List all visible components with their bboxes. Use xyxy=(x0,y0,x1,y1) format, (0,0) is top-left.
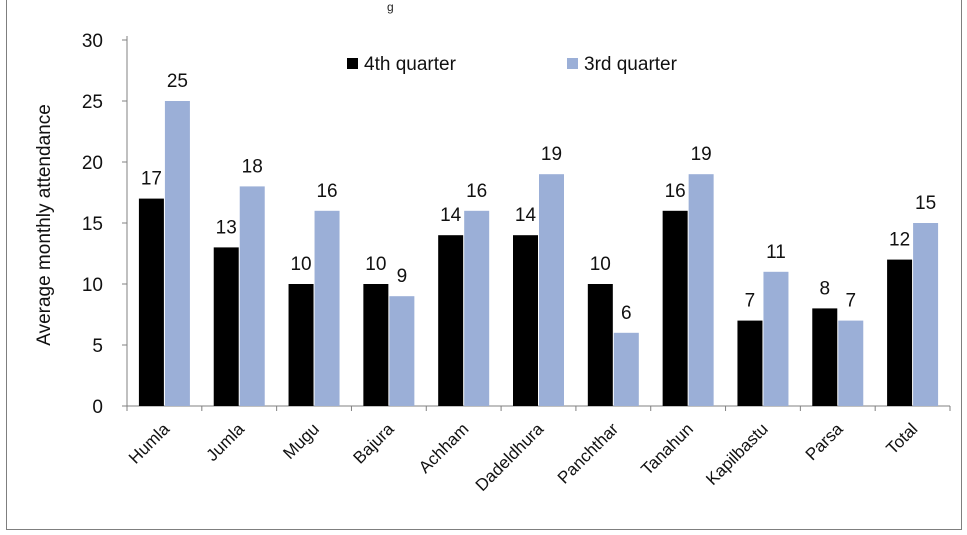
y-axis-ticks: 0 5 10 15 20 25 30 xyxy=(82,31,127,418)
data-label: 16 xyxy=(316,181,337,202)
data-label: 14 xyxy=(515,205,537,226)
y-axis-label: Average monthly attendance xyxy=(34,104,55,346)
bar-q3 xyxy=(389,296,415,406)
clipped-title-fragment: g xyxy=(387,0,394,14)
bar-q4 xyxy=(662,210,688,406)
x-axis-tick-labels: Humla Jumla Mugu Bajura Achham Dadeldhura Panc… xyxy=(125,419,921,495)
bar-q3 xyxy=(239,186,265,406)
y-tick-label: 30 xyxy=(82,31,103,52)
x-tick-label: Tanahun xyxy=(637,419,697,479)
data-label: 13 xyxy=(216,217,237,238)
data-label: 8 xyxy=(819,278,830,299)
data-label: 10 xyxy=(590,254,611,275)
bar-q4 xyxy=(213,247,239,406)
data-label: 14 xyxy=(440,205,462,226)
y-tick-label: 5 xyxy=(92,336,103,357)
data-label: 11 xyxy=(766,242,786,263)
bar-q3 xyxy=(763,271,789,406)
x-tick-label: Humla xyxy=(125,419,174,468)
data-label: 17 xyxy=(141,169,162,190)
bar-q4 xyxy=(363,284,389,406)
bars xyxy=(138,101,939,406)
bar-q3 xyxy=(838,320,864,406)
x-tick-label: Achham xyxy=(415,419,473,477)
data-label: 9 xyxy=(397,266,408,287)
x-tick-label: Bajura xyxy=(350,419,399,468)
legend-label: 3rd quarter xyxy=(584,54,678,75)
bar-q4 xyxy=(513,235,538,406)
bar-q3 xyxy=(913,223,939,406)
data-label: 19 xyxy=(541,144,562,165)
bar-q3 xyxy=(613,332,639,406)
data-label: 16 xyxy=(665,181,686,202)
bar-q3 xyxy=(688,174,714,406)
data-label: 6 xyxy=(621,303,632,324)
bar-q3 xyxy=(314,210,340,406)
legend: 4th quarter 3rd quarter xyxy=(347,54,678,75)
data-label: 16 xyxy=(466,181,487,202)
data-label: 15 xyxy=(915,193,936,214)
data-label: 7 xyxy=(745,291,756,312)
x-tick-label: Jumla xyxy=(203,419,249,465)
legend-swatch xyxy=(567,58,578,69)
bar-q4 xyxy=(438,235,464,406)
bar-q4 xyxy=(138,198,164,406)
bar-q4 xyxy=(812,308,838,406)
data-label: 10 xyxy=(290,254,311,275)
data-label: 10 xyxy=(365,254,386,275)
data-label: 7 xyxy=(845,291,856,312)
bar-q3 xyxy=(539,174,564,406)
y-tick-label: 25 xyxy=(82,92,103,113)
bar-q4 xyxy=(288,284,314,406)
x-tick-label: Total xyxy=(883,419,922,458)
x-tick-label: Mugu xyxy=(279,419,323,463)
data-label: 12 xyxy=(889,230,910,251)
y-tick-label: 15 xyxy=(82,214,103,235)
bar-q4 xyxy=(887,259,913,406)
legend-swatch xyxy=(347,58,358,69)
x-tick-label: Dadeldhura xyxy=(472,419,548,495)
x-tick-label: Panchthar xyxy=(554,419,622,487)
bar-q4 xyxy=(737,320,763,406)
x-tick-label: Parsa xyxy=(802,419,847,464)
y-tick-label: 10 xyxy=(82,275,103,296)
data-label: 19 xyxy=(691,144,712,165)
x-tick-label: Kapilbastu xyxy=(702,419,772,489)
data-label: 25 xyxy=(167,71,188,92)
y-tick-label: 20 xyxy=(82,153,103,174)
data-label: 18 xyxy=(242,156,263,177)
y-tick-label: 0 xyxy=(92,397,103,418)
bar-q3 xyxy=(464,210,490,406)
bar-q4 xyxy=(587,284,613,406)
legend-label: 4th quarter xyxy=(364,54,457,75)
bar-q3 xyxy=(164,101,190,406)
